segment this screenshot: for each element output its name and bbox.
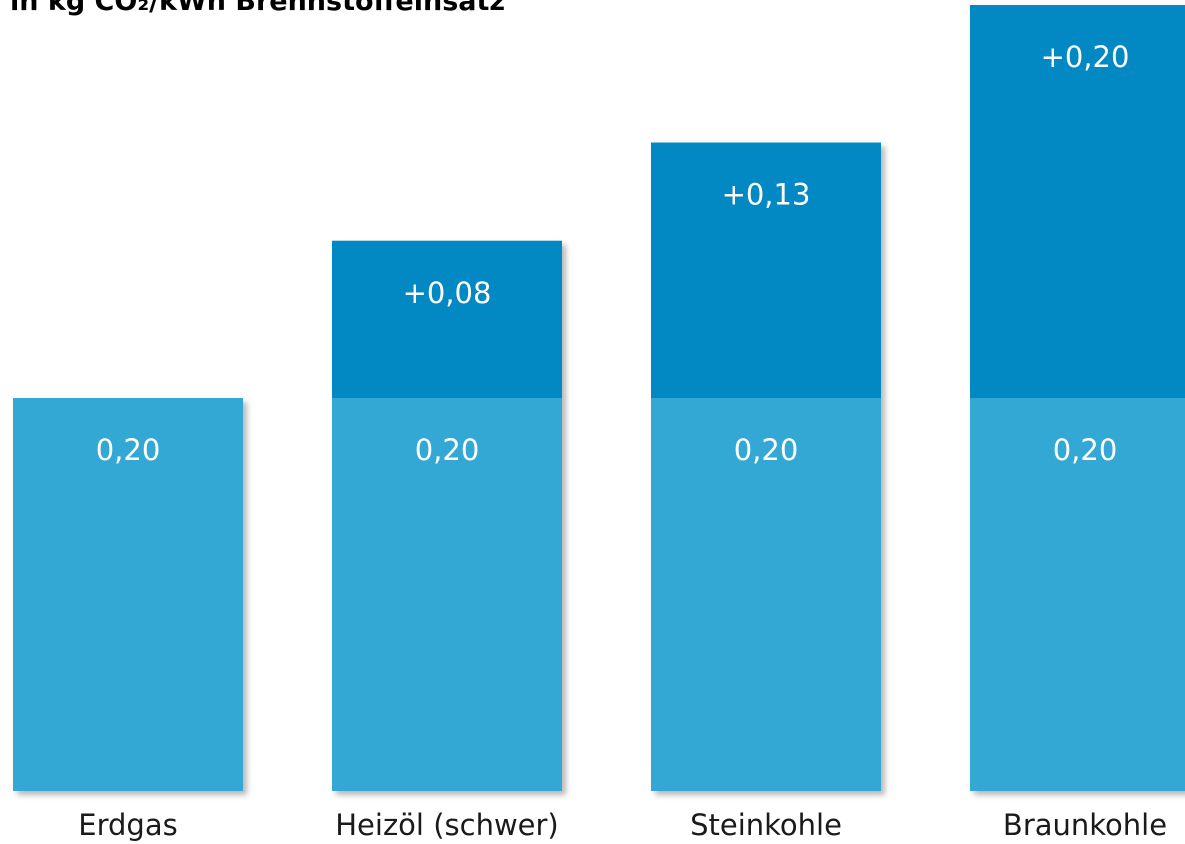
bars — [13, 5, 1185, 792]
value-label-extra-heizöl-schwer: +0,08 — [403, 276, 492, 310]
category-label-braunkohle: Braunkohle — [1003, 808, 1167, 842]
category-labels: Erdgas Heizöl (schwer) Steinkohle Braunkohl… — [78, 808, 1167, 842]
value-label-base-heizöl-schwer: 0,20 — [415, 433, 480, 467]
category-label-erdgas: Erdgas — [78, 808, 177, 842]
chart-title: in kg CO₂/kWh Brennstoffeinsatz — [10, 0, 506, 17]
value-label-extra-braunkohle: +0,20 — [1041, 40, 1130, 74]
bar-extra-steinkohle — [651, 142, 881, 398]
bar-extra-heizöl-schwer — [332, 240, 562, 398]
category-label-steinkohle: Steinkohle — [690, 808, 842, 842]
bar-base-erdgas — [13, 398, 243, 791]
bar-base-heizöl-schwer — [332, 398, 562, 791]
category-label-heizöl-schwer: Heizöl (schwer) — [335, 808, 559, 842]
value-label-base-steinkohle: 0,20 — [734, 433, 799, 467]
bar-extra-braunkohle — [970, 5, 1185, 398]
value-label-base-erdgas: 0,20 — [96, 433, 161, 467]
value-labels: 0,20 0,20 +0,08 0,20 +0,13 0,20 +0,20 — [96, 40, 1130, 467]
value-label-base-braunkohle: 0,20 — [1053, 433, 1118, 467]
bar-base-steinkohle — [651, 398, 881, 791]
bar-base-braunkohle — [970, 398, 1185, 791]
value-label-extra-steinkohle: +0,13 — [722, 178, 811, 212]
